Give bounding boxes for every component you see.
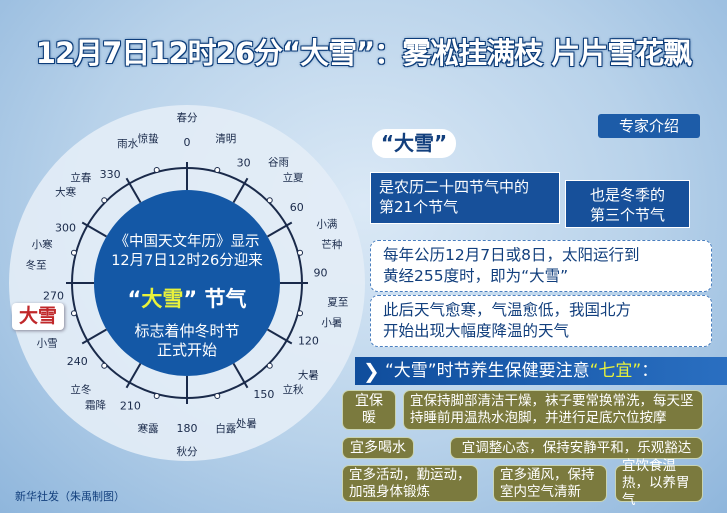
- fact-3-line-2: 黄经255度时，即为“大雪”: [383, 267, 569, 285]
- degree-label: 210: [120, 399, 141, 412]
- solar-term-label: 立夏: [283, 171, 304, 184]
- major-tick: [232, 177, 249, 203]
- major-tick: [125, 363, 142, 389]
- solar-term-label: 春分: [177, 112, 198, 124]
- solar-term-label: 立秋: [283, 383, 304, 396]
- major-tick: [81, 328, 107, 345]
- tip-3: 宜多活动，勤运动，加强身体锻炼: [342, 465, 478, 502]
- fact-3-line-1: 每年公历12月7日或8日，太阳运行到: [383, 246, 640, 264]
- solar-term-label: 冬至: [26, 258, 47, 271]
- tip-4: 宜多通风，保持室内空气清新: [493, 465, 607, 502]
- quote-close: ”: [183, 287, 198, 311]
- fact-4-line-1: 此后天气愈寒，气温愈低，我国北方: [383, 301, 632, 319]
- center-disc: [94, 190, 280, 376]
- major-tick: [125, 177, 142, 203]
- solar-term-label: 谷雨: [268, 157, 289, 169]
- solar-term-label: 大暑: [298, 368, 319, 381]
- solar-term-label: 寒露: [138, 422, 159, 435]
- fact-1-line-2: 第21个节气: [379, 198, 459, 216]
- tip-2-label: 宜多喝水: [342, 437, 414, 459]
- degree-label: 150: [253, 388, 274, 401]
- solar-term-label: 立春: [70, 171, 91, 184]
- minor-tick: [153, 393, 160, 400]
- solar-term-label: 惊蛰: [138, 132, 159, 145]
- fact-1-line-1: 是农历二十四节气中的: [379, 178, 530, 196]
- minor-tick: [297, 249, 304, 256]
- fact-box-1: 是农历二十四节气中的 第21个节气: [370, 172, 560, 224]
- center-line-1: 《中国天文年历》显示: [114, 234, 260, 250]
- solar-term-label: 小寒: [32, 238, 53, 251]
- expert-intro-label: 专家介绍: [598, 114, 700, 138]
- minor-tick: [266, 197, 273, 204]
- fact-box-4: 此后天气愈寒，气温愈低，我国北方 开始出现大幅度降温的天气: [370, 295, 712, 347]
- minor-tick: [70, 249, 77, 256]
- term-badge: “大雪”: [372, 129, 456, 158]
- minor-tick: [70, 310, 77, 317]
- banner-highlight: “七宜”: [589, 361, 642, 381]
- solar-term-label: 雨水: [117, 138, 138, 150]
- major-tick: [267, 221, 293, 238]
- degree-label: 0: [184, 136, 191, 149]
- tip-2-text: 宜调整心态，保持安静平和，乐观豁达: [450, 437, 703, 459]
- center-line-2: 12月7日12时26分迎来: [111, 253, 263, 269]
- credit: 新华社发（朱禹制图）: [15, 490, 125, 503]
- major-tick: [81, 221, 107, 238]
- solar-term-label: 白露: [215, 422, 236, 435]
- degree-label: 270: [43, 290, 64, 303]
- tips-banner: ❯ “大雪”时节养生保健要注意“七宜”：: [355, 357, 727, 385]
- chevron-right-icon: ❯: [363, 359, 380, 383]
- minor-tick: [101, 362, 108, 369]
- degree-label: 60: [290, 201, 304, 214]
- center-suffix: 节气: [197, 287, 247, 311]
- degree-label: 30: [237, 157, 251, 170]
- solar-term-label: 清明: [215, 132, 236, 145]
- minor-tick: [214, 393, 221, 400]
- solar-term-label: 处暑: [236, 418, 257, 430]
- degree-label: 300: [55, 221, 76, 234]
- minor-tick: [266, 362, 273, 369]
- minor-tick: [214, 166, 221, 173]
- degree-label: 330: [100, 168, 121, 181]
- banner-prefix: “大雪”时节养生保健要注意: [385, 361, 590, 381]
- center-heading: “大雪” 节气: [94, 283, 280, 313]
- solar-term-label: 小满: [316, 219, 337, 231]
- center-term: 大雪: [141, 287, 184, 311]
- degree-label: 240: [67, 355, 88, 368]
- center-line-4: 标志着仲冬时节: [134, 322, 240, 340]
- quote-open: “: [127, 287, 142, 311]
- minor-tick: [101, 197, 108, 204]
- major-tick: [267, 328, 293, 345]
- fact-2-line-2: 第三个节气: [589, 206, 665, 224]
- degree-label: 180: [177, 422, 198, 435]
- solar-term-label: 大寒: [55, 186, 76, 199]
- highlight-term-callout: 大雪: [12, 303, 64, 330]
- center-line-5: 正式开始: [156, 341, 217, 359]
- page-title: 12月7日12时26分“大雪”：雾凇挂满枝 片片雪花飘: [35, 36, 692, 70]
- fact-2-line-1: 也是冬季的: [589, 186, 665, 204]
- solar-term-label: 小雪: [37, 337, 58, 349]
- degree-label: 90: [313, 266, 327, 279]
- solar-term-label: 芒种: [321, 238, 342, 251]
- fact-4-line-2: 开始出现大幅度降温的天气: [383, 322, 570, 340]
- fact-box-2: 也是冬季的 第三个节气: [565, 180, 690, 228]
- banner-suffix: ：: [641, 361, 659, 381]
- solar-term-label: 霜降: [85, 398, 106, 411]
- degree-label: 120: [298, 335, 319, 348]
- major-tick: [232, 363, 249, 389]
- fact-box-3: 每年公历12月7日或8日，太阳运行到 黄经255度时，即为“大雪”: [370, 240, 712, 292]
- minor-tick: [153, 166, 160, 173]
- minor-tick: [297, 310, 304, 317]
- solar-term-label: 立冬: [70, 383, 91, 396]
- solar-term-label: 秋分: [177, 445, 198, 458]
- tip-1-text: 宜保持脚部清洁干燥，袜子要常换常洗，每天坚持睡前用温热水泡脚，并进行足底穴位按摩: [403, 390, 703, 430]
- solar-term-label: 小暑: [321, 317, 342, 329]
- tip-1-label: 宜保暖: [342, 390, 396, 430]
- solar-term-label: 夏至: [327, 297, 348, 309]
- tip-5: 宜饮食温热，以养胃气: [615, 458, 703, 508]
